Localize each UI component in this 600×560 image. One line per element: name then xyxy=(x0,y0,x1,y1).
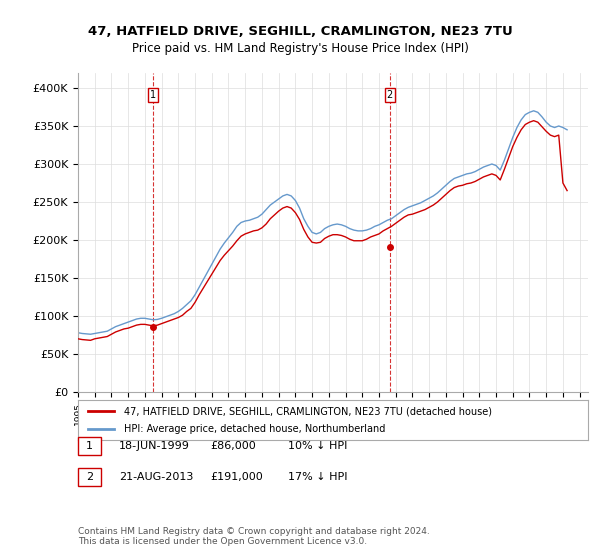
Text: 2: 2 xyxy=(86,472,93,482)
Text: HPI: Average price, detached house, Northumberland: HPI: Average price, detached house, Nort… xyxy=(124,423,385,433)
Text: £86,000: £86,000 xyxy=(210,441,256,451)
Text: £191,000: £191,000 xyxy=(210,472,263,482)
Text: 1: 1 xyxy=(86,441,93,451)
Text: 2: 2 xyxy=(386,90,393,100)
Text: 47, HATFIELD DRIVE, SEGHILL, CRAMLINGTON, NE23 7TU: 47, HATFIELD DRIVE, SEGHILL, CRAMLINGTON… xyxy=(88,25,512,38)
Text: 18-JUN-1999: 18-JUN-1999 xyxy=(119,441,190,451)
Text: 1: 1 xyxy=(149,90,156,100)
Text: Price paid vs. HM Land Registry's House Price Index (HPI): Price paid vs. HM Land Registry's House … xyxy=(131,42,469,55)
Text: 10% ↓ HPI: 10% ↓ HPI xyxy=(288,441,347,451)
Text: 47, HATFIELD DRIVE, SEGHILL, CRAMLINGTON, NE23 7TU (detached house): 47, HATFIELD DRIVE, SEGHILL, CRAMLINGTON… xyxy=(124,407,492,417)
Text: Contains HM Land Registry data © Crown copyright and database right 2024.
This d: Contains HM Land Registry data © Crown c… xyxy=(78,526,430,546)
Text: 17% ↓ HPI: 17% ↓ HPI xyxy=(288,472,347,482)
Text: 21-AUG-2013: 21-AUG-2013 xyxy=(119,472,193,482)
